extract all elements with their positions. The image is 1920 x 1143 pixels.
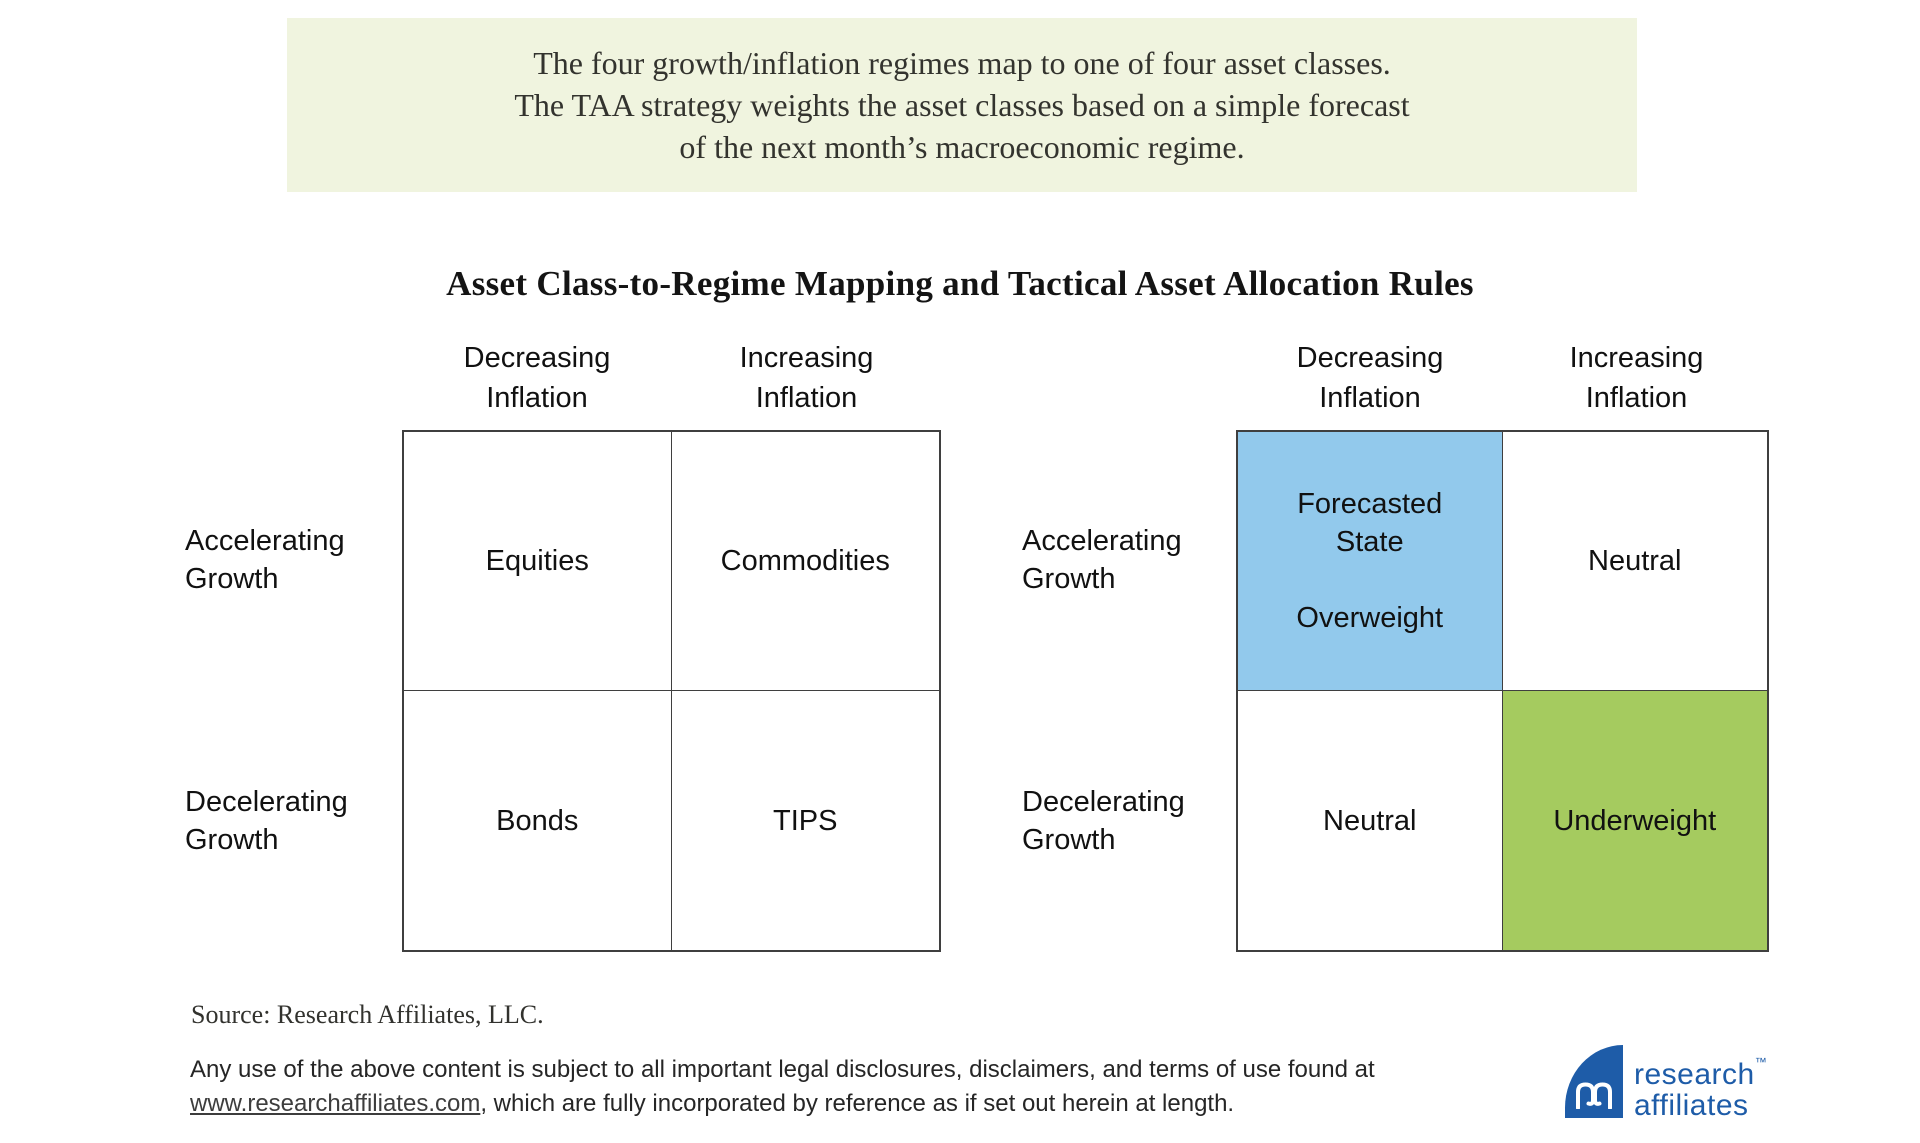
right-col-header-increasing-inflation: Increasing Inflation [1569,342,1704,414]
figure-title: Asset Class-to-Regime Mapping and Tactic… [446,264,1474,303]
research-affiliates-logo-icon [1565,1045,1623,1118]
banner-line-3: of the next month’s macroeconomic regime… [679,129,1245,165]
cell-tips: TIPS [773,804,838,837]
right-row-header-accelerating-growth: Accelerating Growth [1022,525,1182,595]
left-col-header-increasing-inflation: Increasing Inflation [739,342,874,414]
legal-disclaimer: Any use of the above content is subject … [190,1053,1375,1121]
right-col-header-decreasing-inflation: Decreasing Inflation [1296,342,1444,414]
cell-neutral-top: Neutral [1502,432,1767,691]
research-affiliates-link[interactable]: www.researchaffiliates.com [190,1090,481,1117]
cell-underweight: Underweight [1502,691,1767,950]
wordmark-line-2: affiliates [1634,1089,1749,1122]
cell-neutral-bottom: Neutral [1238,691,1503,950]
cell-equities: Equities [404,432,672,691]
summary-banner: The four growth/inflation regimes map to… [287,18,1637,192]
legal-text-before-link: Any use of the above content is subject … [190,1056,1375,1083]
asset-class-matrix: Equities Commodities Bonds TIPS [402,430,941,952]
left-col-header-decreasing-inflation: Decreasing Inflation [463,342,611,414]
left-row-header-decelerating-growth: Decelerating Growth [185,786,348,856]
taa-rules-matrix: Forecasted State Overweight Neutral Neut… [1236,430,1769,952]
research-affiliates-wordmark: research™ affiliates [1634,1047,1767,1121]
wordmark-line-1: research [1634,1058,1755,1091]
cell-forecasted-state-overweight: Forecasted State Overweight [1238,432,1503,691]
cell-bonds: Bonds [404,691,672,950]
right-row-header-decelerating-growth: Decelerating Growth [1022,786,1185,856]
legal-text-after-link: , which are fully incorporated by refere… [480,1090,1235,1117]
ra-monogram-icon [1576,1082,1612,1109]
banner-line-2: The TAA strategy weights the asset class… [514,87,1410,123]
banner-line-1: The four growth/inflation regimes map to… [533,45,1391,81]
left-row-header-accelerating-growth: Accelerating Growth [185,525,345,595]
trademark-symbol: ™ [1754,1055,1767,1069]
source-line: Source: Research Affiliates, LLC. [191,1000,544,1029]
cell-commodities: Commodities [671,432,939,691]
